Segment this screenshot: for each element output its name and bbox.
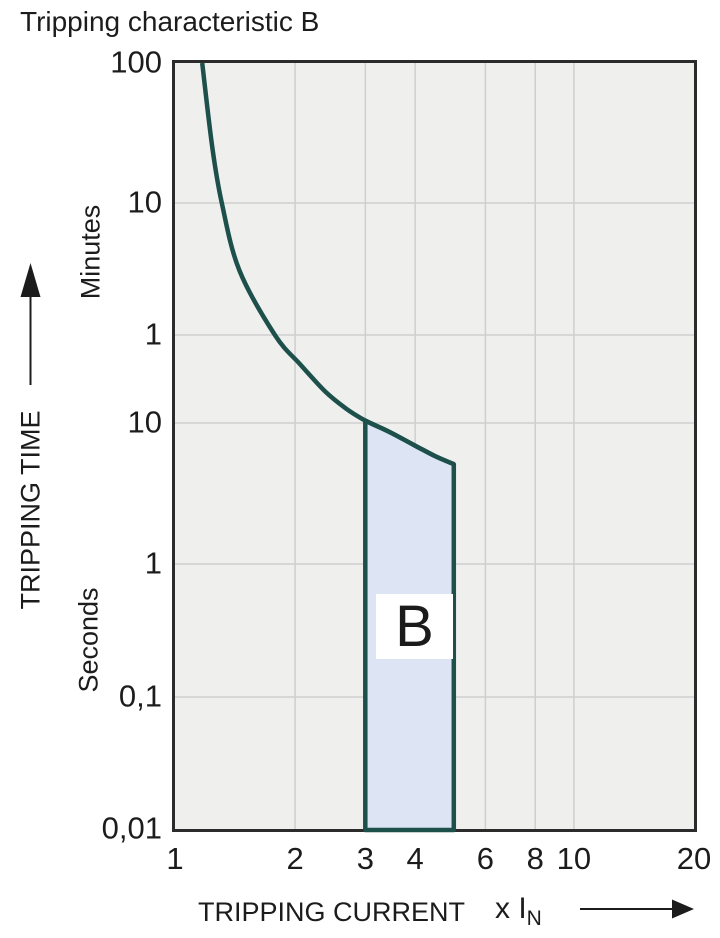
y-unit-seconds-label: Seconds: [73, 587, 104, 693]
y-tick-label: 1: [144, 316, 162, 352]
y-axis-title: TRIPPING TIME: [15, 410, 46, 610]
y-tick-label: 0,1: [118, 678, 162, 714]
x-axis-unit-subscript: N: [526, 907, 542, 930]
x-tick-label: 4: [406, 841, 424, 876]
x-tick-label: 6: [476, 841, 495, 876]
page-title: Tripping characteristic B: [20, 6, 320, 37]
y-tick-label: 0,01: [101, 810, 162, 846]
x-tick-label: 10: [556, 841, 592, 876]
x-tick-label: 1: [166, 841, 184, 876]
y-axis-arrow-icon: [20, 263, 41, 385]
y-tick-label: 10: [127, 404, 162, 440]
x-tick-label: 20: [676, 841, 712, 876]
y-tick-label: 10: [127, 184, 162, 220]
curve-and-region: [199, 62, 457, 833]
x-axis-unit: x IN: [495, 892, 542, 929]
x-tick-label: 2: [286, 841, 304, 876]
x-axis-title: TRIPPING CURRENT: [198, 897, 466, 927]
tripping-curve: [199, 62, 455, 467]
region-b-label: B: [376, 594, 453, 659]
y-tick-label: 1: [144, 545, 162, 581]
x-axis-arrow-icon: [580, 899, 694, 919]
y-tick-label: 100: [110, 44, 162, 80]
x-tick-label: 8: [526, 841, 544, 876]
x-axis-unit-text: x I: [495, 892, 527, 925]
x-tick-label: 3: [356, 841, 374, 876]
